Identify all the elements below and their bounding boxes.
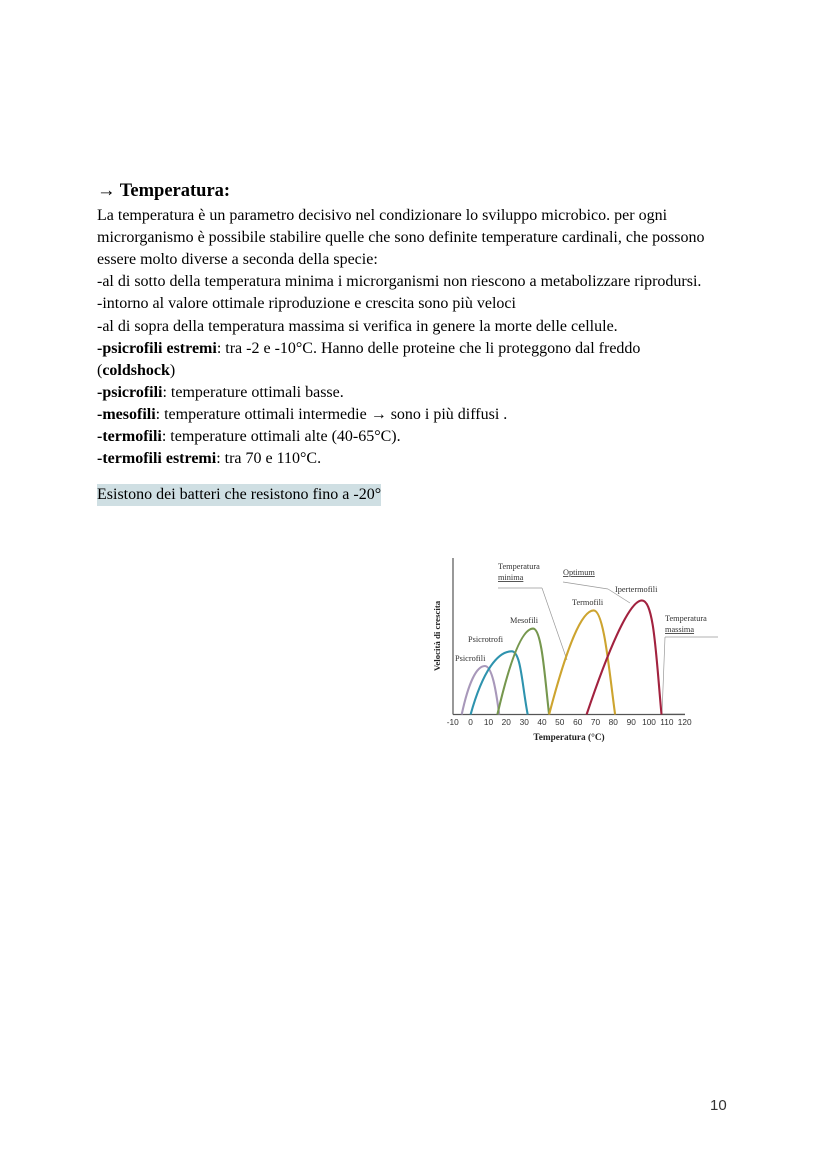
svg-text:50: 50 (555, 717, 565, 727)
svg-text:Psicrotrofi: Psicrotrofi (468, 635, 504, 644)
svg-text:massima: massima (665, 625, 694, 634)
svg-text:Termofili: Termofili (572, 598, 604, 607)
svg-text:Temperatura: Temperatura (665, 614, 707, 623)
svg-text:40: 40 (537, 717, 547, 727)
svg-text:minima: minima (498, 573, 524, 582)
svg-text:-10: -10 (447, 717, 459, 727)
svg-text:30: 30 (520, 717, 530, 727)
svg-text:Optimum: Optimum (563, 568, 595, 577)
svg-text:80: 80 (609, 717, 619, 727)
svg-text:90: 90 (627, 717, 637, 727)
svg-text:70: 70 (591, 717, 601, 727)
svg-text:Velocità di crescita: Velocità di crescita (432, 600, 442, 671)
svg-text:0: 0 (468, 717, 473, 727)
svg-text:60: 60 (573, 717, 583, 727)
svg-text:10: 10 (484, 717, 494, 727)
svg-text:Temperatura (°C): Temperatura (°C) (533, 732, 604, 743)
svg-text:120: 120 (678, 717, 692, 727)
svg-text:Ipertermofili: Ipertermofili (615, 585, 658, 594)
svg-text:110: 110 (660, 717, 674, 727)
svg-text:100: 100 (642, 717, 656, 727)
svg-text:Temperatura: Temperatura (498, 562, 540, 571)
svg-text:Mesofili: Mesofili (510, 616, 539, 625)
svg-text:20: 20 (502, 717, 512, 727)
svg-text:Psicrofili: Psicrofili (455, 654, 486, 663)
